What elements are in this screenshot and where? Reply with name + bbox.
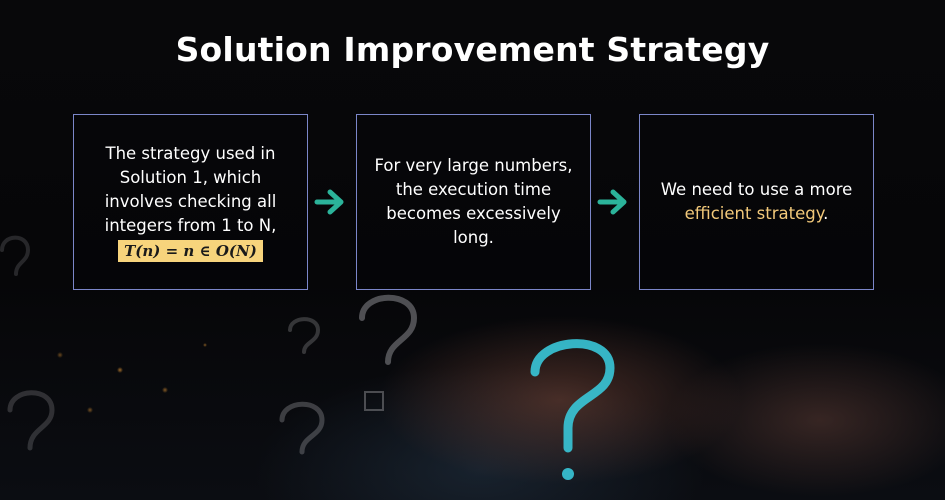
box-line: We need to use a more bbox=[660, 180, 853, 199]
question-mark-icon bbox=[0, 235, 31, 276]
box-punctuation: . bbox=[823, 204, 829, 223]
question-mark-icon bbox=[288, 317, 321, 354]
complexity-formula: T(n) = n ∈ O(N) bbox=[118, 239, 263, 262]
info-box-text: For very large numbers, the execution ti… bbox=[364, 154, 582, 250]
box-line: For very large numbers, bbox=[374, 156, 573, 175]
arrow-right-icon bbox=[597, 189, 627, 215]
box-line: Solution 1, which bbox=[119, 167, 262, 187]
question-mark-icon bbox=[530, 339, 615, 453]
page-title: Solution Improvement Strategy bbox=[175, 30, 770, 69]
box-line: long. bbox=[453, 228, 494, 247]
cube-decoration bbox=[364, 391, 384, 411]
question-mark-icon bbox=[7, 390, 55, 451]
box-line: The strategy used in bbox=[105, 143, 276, 163]
info-box-conclusion: We need to use a more efficient strategy… bbox=[639, 114, 874, 290]
box-line: integers from 1 to N, bbox=[104, 215, 277, 235]
box-line: involves checking all bbox=[104, 191, 277, 211]
highlighted-phrase: efficient strategy bbox=[684, 204, 824, 223]
question-mark-icon bbox=[279, 401, 325, 455]
question-mark-icon-dot bbox=[562, 468, 574, 480]
info-box-text: We need to use a more efficient strategy… bbox=[651, 178, 863, 226]
info-box-text: The strategy used in Solution 1, which i… bbox=[95, 142, 287, 263]
question-mark-icon bbox=[359, 294, 418, 365]
info-box-current-solution: The strategy used in Solution 1, which i… bbox=[73, 114, 308, 290]
info-box-problem: For very large numbers, the execution ti… bbox=[356, 114, 591, 290]
box-line: the execution time bbox=[395, 180, 552, 199]
box-line: becomes excessively bbox=[386, 204, 561, 223]
arrow-right-icon bbox=[314, 189, 344, 215]
